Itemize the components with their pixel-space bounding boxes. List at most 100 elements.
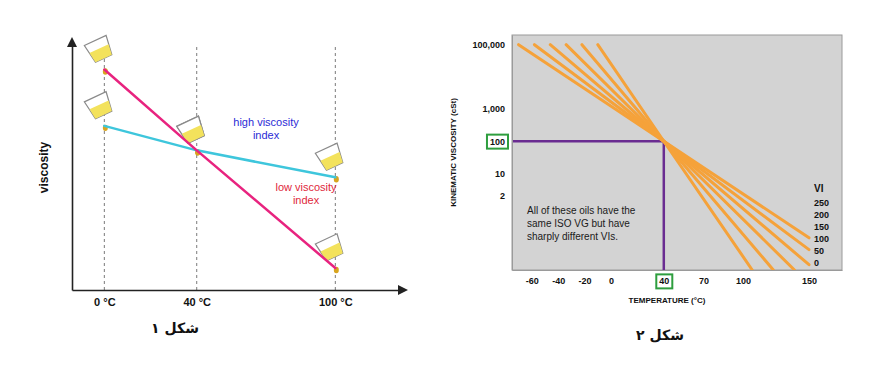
beaker-glass	[84, 35, 114, 63]
legend-label: 150	[814, 222, 829, 232]
tick: 40 °C	[183, 290, 211, 308]
chart-canvas: 0 °C40 °C100 °Cviscosityhigh viscosityin…	[0, 0, 872, 367]
highlight-box	[656, 274, 672, 288]
grid-x	[104, 45, 335, 290]
series-label: high viscosityindex	[233, 116, 299, 141]
series-label-line: index	[253, 129, 280, 141]
tick: -20	[579, 270, 592, 286]
beaker-glass	[315, 234, 345, 262]
tick-label: 40	[659, 276, 669, 286]
highlight-box	[487, 135, 508, 149]
beaker-body	[315, 234, 345, 262]
legend-label: 50	[814, 246, 824, 256]
tick: 100,000	[472, 40, 512, 50]
series-label: low viscosityindex	[275, 181, 337, 206]
tick: 0	[609, 270, 614, 286]
grid-line	[104, 45, 105, 290]
grid-line	[196, 45, 197, 290]
annotation: All of these oils have the same ISO VG bu…	[527, 205, 636, 242]
chart-panel: 0 °C40 °C100 °Cviscosityhigh viscosityin…	[37, 35, 408, 336]
axis-line	[512, 36, 513, 271]
y-axis-title: KINEMATIC VISCOSITY (cSt)	[449, 98, 458, 207]
series-label-line: index	[293, 194, 320, 206]
plot-frame	[512, 35, 842, 270]
tick: 100	[736, 270, 751, 286]
annotation-line: sharply different VIs.	[527, 231, 618, 242]
x-axis-title: TEMPERATURE (°C)	[629, 296, 706, 305]
tick-label: 70	[699, 276, 709, 286]
tick-label: 0	[609, 276, 614, 286]
icons	[84, 35, 345, 273]
beaker-body	[84, 35, 114, 63]
axis-arrow	[67, 37, 77, 47]
legend-label: 100	[814, 234, 829, 244]
annotation-line: All of these oils have the	[527, 205, 636, 216]
tick-label: 1,000	[482, 104, 505, 114]
axis-line	[72, 46, 74, 291]
tick-label: 100	[490, 137, 505, 147]
axis: 2 10 100 1,000 100,000	[472, 36, 512, 271]
tick-label: 2	[500, 191, 505, 201]
series-label-line: high viscosity	[233, 116, 299, 128]
legend-label: 0	[814, 258, 819, 268]
axis-line	[513, 270, 843, 271]
tick-label: -40	[552, 276, 565, 286]
axis-arrow	[398, 285, 408, 295]
tick: 1,000	[482, 104, 512, 114]
legend-label: 250	[814, 198, 829, 208]
tick-label: 100	[736, 276, 751, 286]
series-labels: high viscosityindexlow viscosityindex	[233, 116, 337, 206]
axis-line	[73, 290, 401, 292]
tick-label: -60	[526, 276, 539, 286]
legend: VI 250 200 150 100 50 0	[814, 183, 829, 268]
axis-line-extension	[400, 289, 402, 291]
series-line	[104, 70, 335, 268]
beaker-icon	[84, 92, 114, 131]
plot-area	[512, 45, 809, 270]
legend-title: VI	[814, 183, 824, 194]
beaker-glass	[84, 92, 114, 120]
axis: -60 -40 -20 0 40 70 100 150	[513, 270, 843, 288]
tick-label: 10	[495, 169, 505, 179]
highlight-guide	[512, 141, 664, 270]
series-label-line: low viscosity	[275, 181, 337, 193]
tick: 70	[699, 270, 709, 286]
beaker-glass	[177, 116, 207, 144]
tick-label: -20	[579, 276, 592, 286]
tick-label: 40 °C	[183, 296, 211, 308]
caption: شکل ۱	[151, 320, 199, 336]
beaker-liquid	[320, 152, 344, 171]
tick-label: 0 °C	[94, 296, 116, 308]
annotation-line: same ISO VG but have	[527, 218, 630, 229]
beaker-body	[315, 143, 345, 171]
tick-label: 100 °C	[319, 296, 353, 308]
plot-area	[104, 70, 335, 268]
tick: 40	[656, 270, 672, 288]
beaker-glass	[177, 116, 207, 144]
legend-label: 200	[814, 210, 829, 220]
beaker-body	[84, 92, 114, 120]
background	[0, 0, 872, 367]
beaker-body	[177, 116, 207, 144]
beaker-liquid	[90, 100, 114, 119]
tick: 10	[495, 169, 512, 179]
tick-label: 100,000	[472, 40, 505, 50]
beaker-glass	[315, 143, 345, 171]
beaker-icon	[84, 35, 114, 74]
tick: -60	[526, 270, 539, 286]
tick-label: 150	[802, 276, 817, 286]
chart-panel: -60 -40 -20 0 40 70 100 150 2 10 100 1,000 100,000 KI…	[449, 35, 843, 343]
caption: شکل ۲	[636, 327, 684, 343]
tick: 2	[500, 191, 512, 201]
tick: -40	[552, 270, 565, 286]
beaker-liquid	[90, 44, 114, 63]
axis: 0 °C 40 °C 100 °C	[73, 290, 401, 308]
y-axis-title: viscosity	[37, 141, 51, 193]
tick: 0 °C	[94, 290, 116, 308]
tick: 100 °C	[319, 290, 353, 308]
series-line	[598, 45, 752, 270]
tick: 150	[802, 270, 817, 286]
axis	[72, 46, 73, 291]
beaker-body	[177, 116, 207, 144]
tick: 100	[487, 135, 512, 149]
